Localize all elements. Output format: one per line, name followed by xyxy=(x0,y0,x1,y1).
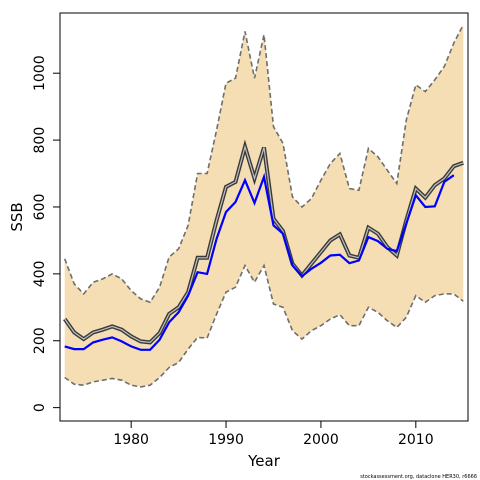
x-tick-label: 2000 xyxy=(303,432,339,448)
y-tick-label: 800 xyxy=(32,127,48,154)
x-tick-label: 2010 xyxy=(398,432,434,448)
x-axis: 1980 1990 2000 2010 xyxy=(113,421,434,448)
upper-bound-line xyxy=(63,24,465,304)
y-tick-label: 200 xyxy=(32,327,48,354)
y-axis-title: SSB xyxy=(8,202,26,231)
confidence-band xyxy=(64,24,464,387)
y-tick-label: 600 xyxy=(32,194,48,221)
y-tick-label: 400 xyxy=(32,261,48,288)
lower-bound-line xyxy=(64,263,464,388)
confidence-band-layer xyxy=(64,24,464,387)
series-lines-layer xyxy=(63,24,465,388)
x-axis-title: Year xyxy=(247,452,281,470)
x-tick-label: 1990 xyxy=(208,432,244,448)
y-tick-label: 0 xyxy=(32,403,48,412)
y-tick-label: 1000 xyxy=(32,55,48,91)
plot-frame xyxy=(59,12,469,422)
source-footnote: stockassessment.org, dataclone HER30, r6… xyxy=(360,474,477,480)
estimate-line-highlight xyxy=(64,144,464,344)
x-tick-label: 1980 xyxy=(113,432,149,448)
y-axis: 0 200 400 600 800 1000 xyxy=(32,55,60,412)
comparison-line xyxy=(64,172,455,351)
